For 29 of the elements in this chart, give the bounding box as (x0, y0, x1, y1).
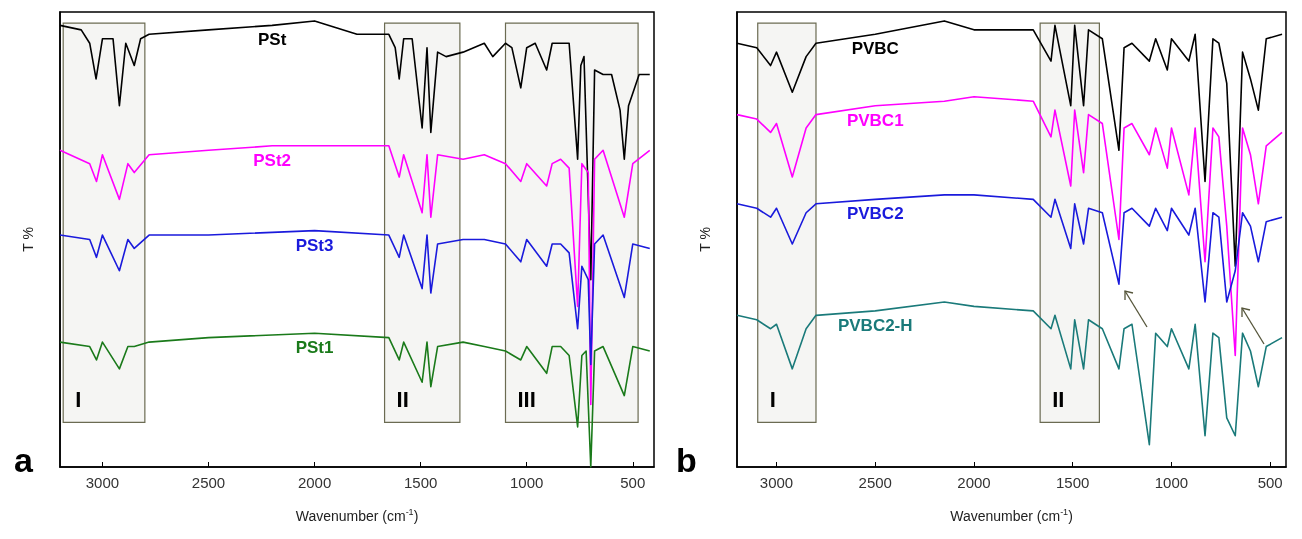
x-tick-label: 2500 (191, 474, 226, 491)
text: b (676, 441, 697, 479)
x-tick-label: 500 (620, 474, 646, 491)
x-tick-label: 2500 (858, 474, 892, 491)
band-label: II (396, 386, 409, 412)
series-label: PSt2 (253, 150, 292, 170)
band-label: I (75, 386, 82, 412)
series-label: PVBC2-H (837, 315, 913, 335)
x-tick-label: 2000 (957, 474, 991, 491)
series-label: PVBC1 (846, 110, 904, 130)
series-label: PSt (257, 30, 287, 50)
series-label: PSt3 (295, 235, 334, 255)
x-tick-label: 1000 (1154, 474, 1189, 491)
band-label: III (517, 386, 536, 412)
x-tick-label: 1000 (510, 474, 544, 491)
y-axis-title: T % (697, 227, 713, 252)
band-label: II (1052, 386, 1065, 412)
y-axis-title: T % (20, 227, 36, 252)
series-label: PVBC (851, 39, 899, 59)
x-tick-label: 1500 (403, 474, 438, 491)
x-tick-label: 1500 (1056, 474, 1090, 491)
x-tick-label: 2000 (297, 474, 332, 491)
x-tick-label: 3000 (85, 474, 120, 491)
x-tick-label: 500 (1257, 474, 1283, 491)
series-label: PSt1 (295, 338, 334, 358)
series-label: PVBC2 (846, 204, 904, 224)
x-tick-label: 3000 (759, 474, 794, 491)
text: a (14, 441, 34, 479)
band-label: I (769, 386, 776, 412)
